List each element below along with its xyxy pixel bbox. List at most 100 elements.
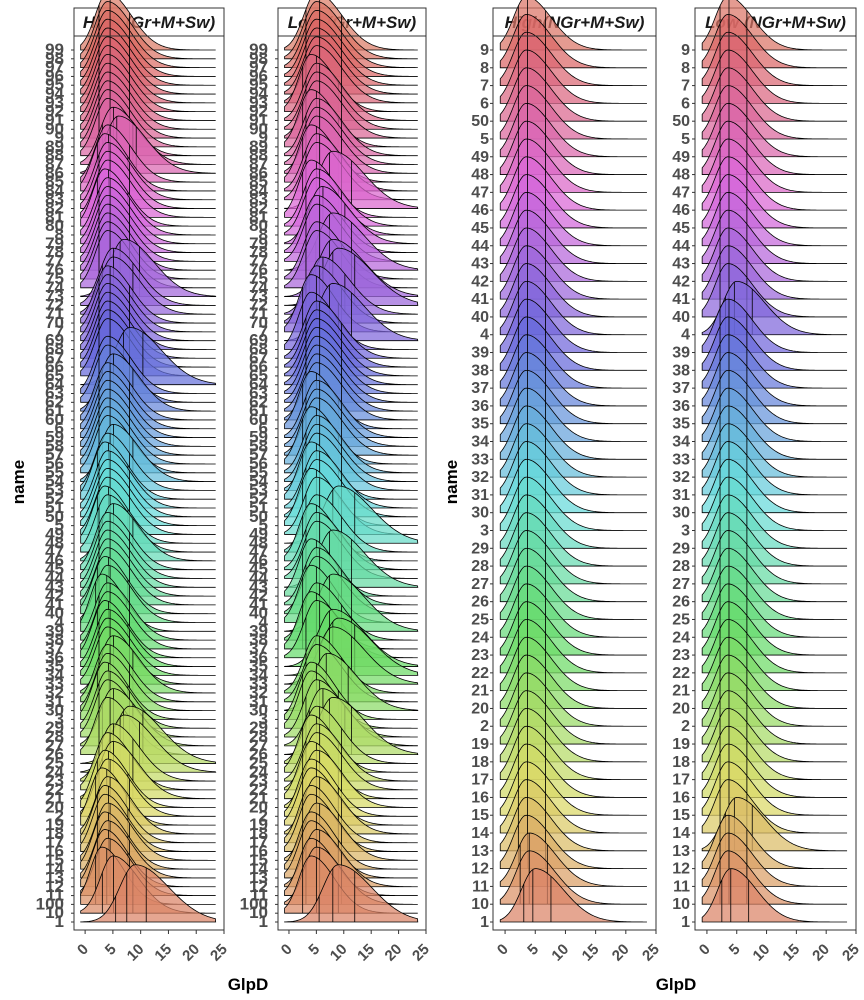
y-tick-label: 83 [45, 190, 64, 209]
y-tick-label: 18 [45, 824, 64, 843]
y-tick-label: 34 [471, 434, 489, 451]
x-tick-label: 20 [809, 941, 833, 965]
y-tick-label: 6 [681, 95, 690, 112]
y-tick-label: 32 [471, 469, 489, 486]
y-tick-label: 16 [471, 789, 489, 806]
y-tick-label: 44 [45, 568, 64, 587]
y-tick-label: 50 [471, 113, 489, 130]
y-tick-label: 13 [471, 843, 489, 860]
y-tick-label: 77 [45, 251, 64, 270]
y-tick-label: 84 [249, 181, 268, 200]
y-tick-label: 52 [45, 489, 64, 508]
y-tick-label: 91 [45, 110, 64, 129]
y-tick-label: 36 [672, 398, 690, 415]
y-tick-label: 32 [249, 683, 268, 702]
y-tick-label: 77 [249, 251, 268, 270]
y-tick-label: 30 [249, 701, 268, 720]
y-tick-label: 46 [672, 202, 690, 219]
y-tick-label: 22 [45, 780, 64, 799]
y-tick-label: 72 [45, 295, 64, 314]
y-tick-label: 14 [672, 825, 690, 842]
y-tick-label: 79 [45, 234, 64, 253]
y-tick-label: 36 [45, 648, 64, 667]
y-tick-label: 35 [471, 416, 489, 433]
y-tick-label: 2 [681, 718, 690, 735]
y-tick-label: 70 [249, 313, 268, 332]
y-tick-label: 73 [249, 287, 268, 306]
y-tick-label: 31 [672, 487, 690, 504]
y-tick-label: 16 [45, 842, 64, 861]
y-tick-label: 38 [45, 630, 64, 649]
y-tick-label: 1 [55, 912, 64, 931]
y-tick-label: 21 [249, 789, 268, 808]
y-tick-label: 6 [55, 419, 64, 438]
y-tick-label: 67 [249, 348, 268, 367]
y-tick-label: 17 [249, 833, 268, 852]
y-tick-label: 49 [672, 149, 690, 166]
x-tick-label: 0 [494, 941, 512, 959]
y-tick-label: 47 [249, 542, 268, 561]
y-tick-label: 12 [45, 877, 64, 896]
y-tick-label: 41 [45, 595, 64, 614]
y-tick-label: 100 [36, 894, 64, 913]
y-tick-label: 46 [471, 202, 489, 219]
y-tick-label: 43 [249, 577, 268, 596]
y-tick-label: 40 [471, 309, 489, 326]
y-tick-label: 9 [259, 128, 268, 147]
ridge-1 [284, 864, 419, 923]
y-tick-label: 92 [249, 102, 268, 121]
x-tick-label: 5 [726, 941, 744, 959]
y-tick-label: 59 [45, 428, 64, 447]
y-tick-label: 1 [480, 914, 489, 931]
y-tick-label: 91 [249, 110, 268, 129]
y-tick-label: 94 [45, 84, 64, 103]
y-tick-label: 16 [249, 842, 268, 861]
x-tick-label: 25 [839, 941, 863, 965]
y-tick-label: 61 [249, 401, 268, 420]
y-tick-label: 81 [45, 207, 64, 226]
y-tick-label: 41 [249, 595, 268, 614]
y-tick-label: 6 [259, 419, 268, 438]
y-tick-label: 75 [249, 269, 268, 288]
y-tick-label: 47 [45, 542, 64, 561]
y-tick-label: 19 [45, 815, 64, 834]
y-tick-label: 45 [45, 560, 64, 579]
y-tick-label: 30 [45, 701, 64, 720]
y-tick-label: 5 [480, 131, 489, 148]
y-tick-label: 13 [672, 843, 690, 860]
y-tick-label: 31 [249, 692, 268, 711]
y-tick-label: 40 [249, 604, 268, 623]
y-tick-label: 37 [672, 380, 690, 397]
y-tick-label: 4 [681, 327, 690, 344]
y-tick-label: 8 [55, 225, 64, 244]
y-tick-label: 27 [672, 576, 690, 593]
y-tick-label: 83 [249, 190, 268, 209]
y-tick-label: 30 [471, 505, 489, 522]
y-tick-label: 69 [249, 331, 268, 350]
y-tick-label: 98 [45, 49, 64, 68]
y-tick-label: 42 [249, 586, 268, 605]
y-tick-label: 73 [45, 287, 64, 306]
y-tick-label: 98 [249, 49, 268, 68]
y-tick-label: 75 [45, 269, 64, 288]
y-tick-label: 65 [249, 366, 268, 385]
y-tick-label: 44 [672, 238, 690, 255]
y-tick-label: 86 [249, 163, 268, 182]
y-tick-label: 5 [55, 516, 64, 535]
y-tick-label: 58 [45, 436, 64, 455]
y-tick-label: 76 [249, 260, 268, 279]
y-tick-label: 43 [45, 577, 64, 596]
y-tick-label: 87 [45, 155, 64, 174]
x-tick-label: 15 [779, 941, 803, 965]
y-tick-label: 53 [45, 480, 64, 499]
y-tick-label: 11 [250, 886, 268, 905]
y-tick-label: 9 [681, 42, 690, 59]
y-tick-label: 56 [45, 454, 64, 473]
y-tick-label: 26 [249, 745, 268, 764]
y-tick-label: 4 [480, 327, 489, 344]
y-tick-label: 89 [45, 137, 64, 156]
y-tick-label: 52 [249, 489, 268, 508]
y-tick-label: 49 [471, 149, 489, 166]
panel-3: High(NGr+M+Sw)98765054948474645444342414… [471, 0, 663, 965]
